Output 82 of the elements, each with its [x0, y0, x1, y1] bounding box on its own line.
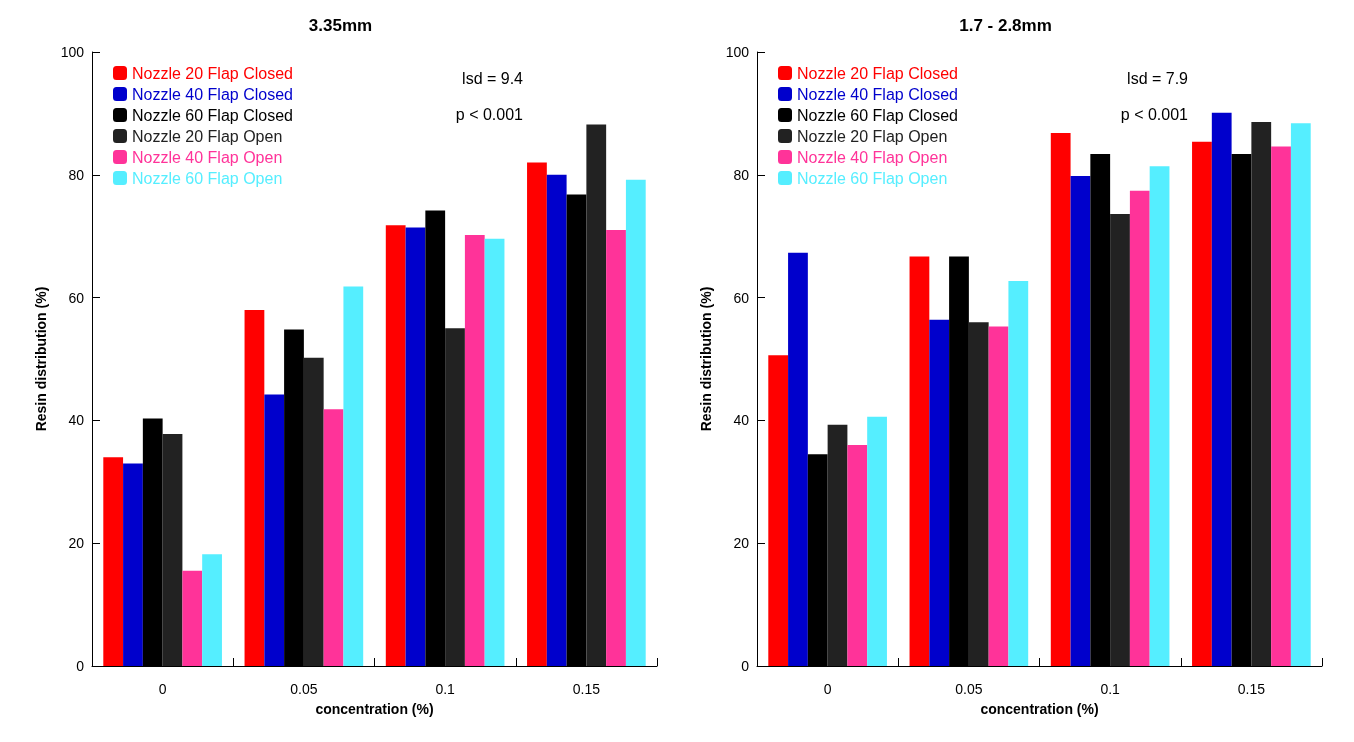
- x-tick-label: 0.05: [955, 681, 983, 697]
- legend-label: Nozzle 60 Flap Open: [797, 169, 948, 187]
- bar: [1149, 166, 1170, 666]
- bar: [484, 238, 505, 666]
- x-tick-label: 0: [823, 681, 832, 697]
- bar: [343, 286, 364, 666]
- y-tick-label: 20: [68, 535, 85, 552]
- y-axis-title: Resin distribution (%): [698, 286, 714, 432]
- x-tick-label: 0.15: [1237, 681, 1266, 697]
- y-tick-label: 80: [68, 166, 85, 183]
- legend-label: Nozzle 20 Flap Open: [797, 127, 948, 145]
- bar: [968, 322, 989, 666]
- bar: [625, 179, 646, 666]
- bar: [1251, 122, 1272, 666]
- bar: [988, 326, 1009, 666]
- bar: [788, 252, 808, 666]
- bar: [909, 256, 930, 666]
- y-tick-label: 80: [733, 166, 750, 183]
- legend-label: Nozzle 60 Flap Closed: [132, 106, 293, 124]
- bar: [323, 409, 344, 666]
- bar: [202, 554, 222, 666]
- y-tick-label: 0: [741, 658, 750, 674]
- bar: [847, 444, 868, 666]
- x-tick-label: 0.1: [1100, 681, 1121, 697]
- y-tick-label: 40: [68, 412, 85, 429]
- legend-label: Nozzle 60 Flap Closed: [797, 106, 958, 124]
- bar: [546, 174, 567, 666]
- bar: [264, 394, 285, 666]
- bar: [929, 319, 950, 666]
- legend-label: Nozzle 40 Flap Open: [797, 148, 948, 166]
- bar: [1050, 133, 1071, 666]
- bar: [1211, 112, 1232, 666]
- x-tick-label: 0: [158, 681, 167, 697]
- legend-label: Nozzle 40 Flap Closed: [797, 85, 958, 103]
- annotation: p < 0.001: [455, 105, 524, 123]
- legend-label: Nozzle 20 Flap Closed: [797, 64, 958, 82]
- bar: [182, 570, 203, 666]
- bar: [103, 457, 124, 666]
- legend-label: Nozzle 20 Flap Open: [132, 127, 283, 145]
- bar: [1070, 176, 1091, 666]
- bar: [768, 355, 789, 666]
- bar: [244, 309, 265, 666]
- annotation: lsd = 7.9: [1127, 69, 1189, 87]
- legend-label: Nozzle 40 Flap Closed: [132, 85, 293, 103]
- y-tick-label: 40: [733, 412, 750, 429]
- bar: [303, 357, 324, 666]
- x-axis-title: concentration (%): [315, 701, 434, 717]
- x-axis-title: concentration (%): [980, 701, 1099, 717]
- bar: [1271, 146, 1291, 666]
- bar: [606, 230, 626, 666]
- y-tick-label: 0: [76, 658, 85, 674]
- y-tick-label: 60: [68, 289, 85, 306]
- bar: [1290, 123, 1311, 666]
- bar: [405, 227, 426, 666]
- legend-label: Nozzle 60 Flap Open: [132, 169, 283, 187]
- y-tick-label: 60: [733, 289, 750, 306]
- y-tick-label: 100: [60, 44, 85, 60]
- x-tick-label: 0.1: [435, 681, 456, 697]
- y-tick-label: 20: [733, 535, 750, 552]
- annotation: p < 0.001: [1120, 105, 1189, 123]
- bar: [1110, 214, 1130, 666]
- legend-label: Nozzle 40 Flap Open: [132, 148, 283, 166]
- bar: [1129, 190, 1150, 666]
- chart-title: 3.35mm: [308, 16, 373, 35]
- bar: [385, 225, 406, 666]
- bar: [162, 433, 183, 666]
- x-tick-label: 0.05: [290, 681, 318, 697]
- bar: [827, 424, 848, 666]
- y-tick-label: 100: [725, 44, 750, 60]
- bar: [464, 234, 485, 666]
- y-axis-title: Resin distribution (%): [33, 286, 49, 432]
- bar: [586, 124, 607, 666]
- annotation: lsd = 9.4: [462, 69, 524, 87]
- bar: [123, 463, 143, 666]
- bar: [445, 328, 465, 666]
- legend-label: Nozzle 20 Flap Closed: [132, 64, 293, 82]
- bar: [1008, 281, 1029, 666]
- x-tick-label: 0.15: [572, 681, 601, 697]
- bar: [1192, 141, 1212, 666]
- bar: [867, 416, 887, 666]
- chart-title: 1.7 - 2.8mm: [959, 16, 1052, 35]
- bar: [527, 162, 547, 666]
